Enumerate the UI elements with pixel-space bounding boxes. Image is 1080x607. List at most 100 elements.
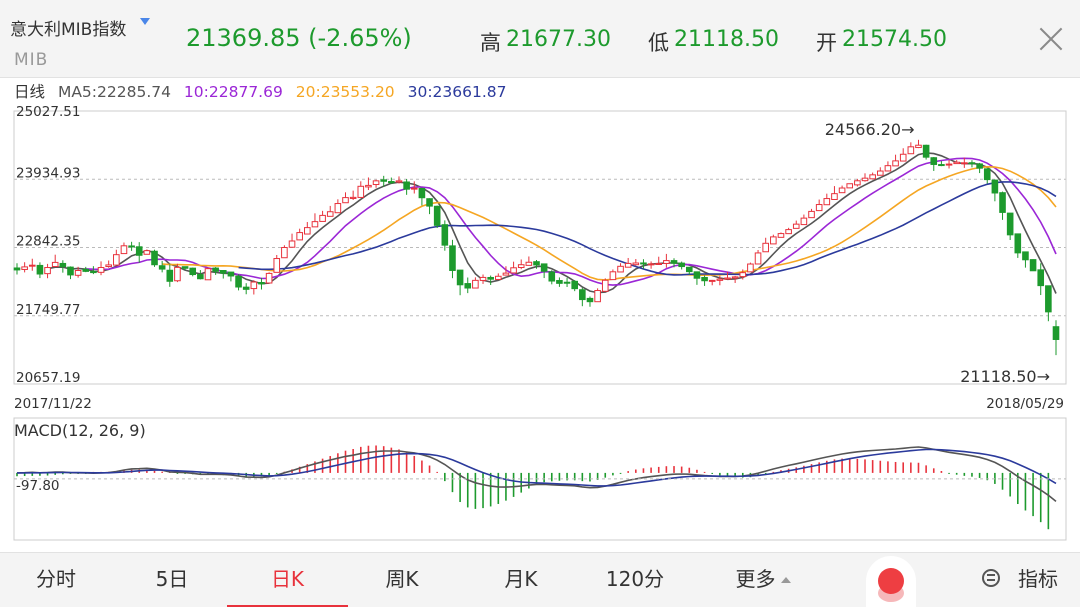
candle-body <box>930 157 938 165</box>
candle-body <box>288 240 296 248</box>
high-label: 高 <box>480 31 501 55</box>
candle <box>945 160 953 169</box>
candle-body <box>441 224 449 246</box>
candle-body <box>90 271 97 274</box>
tab-indicators[interactable]: 指标 <box>1018 567 1058 591</box>
candle-body <box>44 267 51 275</box>
candle-body <box>242 286 250 290</box>
candle-body <box>999 192 1006 213</box>
candle-body <box>533 261 540 266</box>
candle <box>97 261 105 276</box>
close-icon[interactable] <box>1036 24 1066 54</box>
candle-body <box>846 183 854 189</box>
candle-body <box>991 179 999 194</box>
record-button[interactable] <box>866 556 916 607</box>
tab-more[interactable]: 更多 <box>718 553 808 607</box>
candle-body <box>647 263 655 266</box>
period-tab-bar: 分时 5日 日K 周K 月K 120分 更多 指标 <box>0 552 1080 607</box>
candle <box>961 157 968 168</box>
ma10-label: 10:22877.69 <box>183 83 283 101</box>
index-name[interactable]: 意大利MIB指数 <box>10 20 127 40</box>
tab-120-min[interactable]: 120分 <box>605 567 665 591</box>
tab-monthly-k[interactable]: 月K <box>504 567 538 591</box>
caret-up-icon <box>780 577 791 583</box>
candle <box>372 179 380 188</box>
macd-dea-line <box>17 448 1057 487</box>
candle <box>983 168 991 184</box>
candle <box>540 263 548 279</box>
candle-body <box>59 262 67 268</box>
candle <box>976 162 983 174</box>
candle-body <box>342 197 349 204</box>
candle <box>785 227 792 235</box>
candle-body <box>854 180 861 186</box>
candle-body <box>174 266 181 282</box>
ma10-line <box>85 157 1057 286</box>
candle <box>128 241 135 251</box>
candle-body <box>800 217 808 226</box>
candle <box>36 262 44 279</box>
dropdown-triangle-icon[interactable] <box>140 18 150 25</box>
candle-body <box>838 187 846 194</box>
price-axis-labels: 25027.51 23934.93 22842.35 21749.77 20657.19 <box>16 104 80 386</box>
record-dot-icon <box>878 568 904 594</box>
macd-chart[interactable]: MACD(12, 26, 9) -97.80 <box>0 416 1080 546</box>
candle <box>90 266 97 275</box>
candle <box>59 260 67 273</box>
candle-body <box>258 282 265 285</box>
candle <box>693 271 701 285</box>
candle <box>334 199 342 214</box>
candle-body <box>961 162 968 165</box>
candle-body <box>128 245 135 248</box>
tab-weekly-k[interactable]: 周K <box>385 567 419 591</box>
ma5-label: MA5:22285.74 <box>57 83 171 101</box>
candle-body <box>74 269 82 276</box>
candle-body <box>502 272 510 276</box>
candle <box>342 192 349 204</box>
header-bar: 意大利MIB指数 MIB 21369.85 (-2.65%) 高 21677.3… <box>0 0 1080 78</box>
candlestick-chart[interactable]: 25027.51 23934.93 22842.35 21749.77 20657.19… <box>0 100 1080 414</box>
candle-body <box>265 272 273 284</box>
candle <box>479 274 487 284</box>
candle <box>640 259 647 269</box>
candle <box>670 258 678 268</box>
candle-body <box>747 263 754 273</box>
candle <box>1045 285 1052 322</box>
candle <box>82 266 90 273</box>
candle-body <box>204 268 212 281</box>
candle-body <box>685 266 693 273</box>
candle-body <box>219 270 227 274</box>
candle-body <box>464 283 472 289</box>
candle-body <box>563 281 571 284</box>
tab-intraday[interactable]: 分时 <box>36 567 76 591</box>
indicator-icon[interactable] <box>982 569 1000 587</box>
candle-body <box>624 262 632 268</box>
candle-body <box>487 276 494 280</box>
candle <box>265 272 273 284</box>
candle <box>922 144 930 160</box>
candle <box>823 193 831 206</box>
candle-body <box>410 187 418 190</box>
candle <box>67 266 74 280</box>
high-value: 21677.30 <box>506 27 611 52</box>
candle <box>685 266 693 275</box>
x-end-date: 2018/05/29 <box>986 396 1064 412</box>
candle <box>296 228 303 241</box>
candle-body <box>113 254 120 266</box>
candle-body <box>823 198 831 206</box>
candle-body <box>372 180 380 186</box>
date-labels: 2017/11/22 2018/05/29 <box>14 396 1064 412</box>
candle-body <box>151 250 158 266</box>
tab-daily-k[interactable]: 日K <box>227 553 348 607</box>
candle <box>311 213 319 228</box>
candle-body <box>227 271 235 277</box>
candle <box>143 249 151 255</box>
candle-body <box>670 260 678 264</box>
candle <box>166 264 174 287</box>
index-code: MIB <box>14 50 49 70</box>
tab-5-day[interactable]: 5日 <box>155 567 189 591</box>
candle-body <box>495 275 502 280</box>
candle-body <box>869 174 876 180</box>
candle <box>250 280 258 295</box>
candle-body <box>808 210 815 219</box>
